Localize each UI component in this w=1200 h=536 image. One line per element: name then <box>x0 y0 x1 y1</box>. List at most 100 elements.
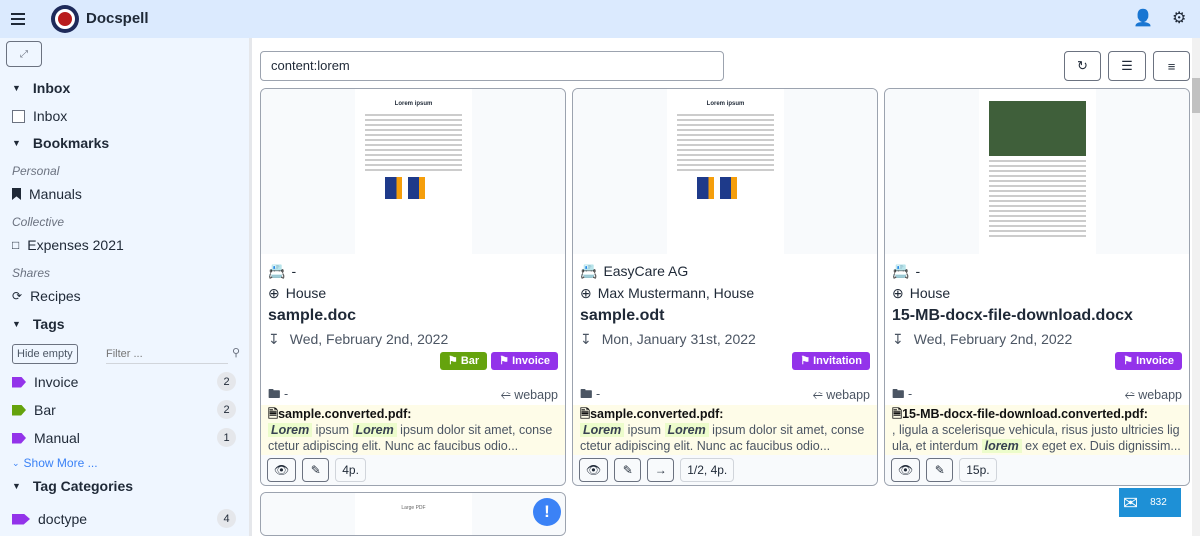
item-title[interactable]: 15-MB-docx-file-download.docx <box>892 307 1133 324</box>
page-count: 15p. <box>959 458 997 482</box>
expand-button[interactable]: ⤢ <box>6 41 42 67</box>
bookmark-expenses[interactable]: □ Expenses 2021 <box>12 237 124 253</box>
preview[interactable]: Lorem ipsum <box>261 89 565 254</box>
preview-image: Lorem ipsum <box>667 89 784 254</box>
preview-image <box>979 89 1096 254</box>
crosshairs-icon: ⊕ <box>892 284 904 301</box>
tag-count: 2 <box>217 372 236 391</box>
refresh-button[interactable]: ↻ <box>1064 51 1101 81</box>
counter-widget: ✉ 832 <box>1119 488 1181 517</box>
tags-header[interactable]: ▼ Tags <box>12 316 65 332</box>
tag-badge[interactable]: ⚑ Bar <box>439 352 488 370</box>
shares-label: Shares <box>12 266 51 280</box>
tag-icon <box>12 376 26 388</box>
crosshairs-icon: ⊕ <box>268 284 280 301</box>
edit-icon[interactable]: ✎ <box>926 458 954 482</box>
envelope-icon: ✉ <box>1123 492 1139 513</box>
search-input[interactable]: content:lorem <box>260 51 724 81</box>
personal-label: Personal <box>12 164 60 178</box>
eye-icon[interactable]: 👁 <box>579 458 609 482</box>
tag-filter-input[interactable] <box>106 344 228 364</box>
item-date: ↧ Wed, February 2nd, 2022 <box>892 330 1073 348</box>
menu-button[interactable]: ≡ <box>1153 51 1190 81</box>
search-highlight: 🗎sample.converted.pdf: Lorem ipsum Lorem … <box>573 405 877 455</box>
item-card[interactable]: Lorem ipsum 📇 EasyCare AG ⊕ Max Mustermann… <box>572 88 878 486</box>
docspell-logo[interactable] <box>51 5 79 33</box>
correspondent: 📇 - <box>892 262 921 280</box>
edit-icon[interactable]: ✎ <box>302 458 330 482</box>
item-title[interactable]: sample.odt <box>580 307 665 324</box>
address-card-icon: 📇 <box>268 262 286 279</box>
preview-image: Lorem ipsum <box>355 89 472 254</box>
search-highlight: 🗎sample.converted.pdf: Lorem ipsum Lorem … <box>261 405 565 455</box>
menu-icon[interactable] <box>11 11 25 25</box>
edit-icon[interactable]: ✎ <box>614 458 642 482</box>
eye-icon[interactable]: 👁 <box>891 458 921 482</box>
preview[interactable] <box>885 89 1189 254</box>
bookmarks-header[interactable]: ▼ Bookmarks <box>12 135 110 151</box>
item-card[interactable]: Large PDF ! <box>260 492 566 536</box>
search-icon: ⚲ <box>232 347 241 359</box>
card-footer: 👁 ✎ 4p. <box>261 455 565 485</box>
tag-badge[interactable]: ⚑ Invoice <box>1115 352 1182 370</box>
app-title: Docspell <box>86 10 149 27</box>
arrow-down-icon: ↧ <box>580 330 592 347</box>
select-mode-button[interactable]: ☰ <box>1108 51 1146 81</box>
page-count: 1/2, 4p. <box>680 458 735 482</box>
tag-manual[interactable]: Manual <box>12 429 80 447</box>
share-icon: ⟳ <box>12 289 23 303</box>
category-doctype[interactable]: doctype <box>12 510 87 528</box>
hide-empty-button[interactable]: Hide empty <box>12 344 78 364</box>
folder: 🖿 - <box>268 386 289 401</box>
arrow-down-icon: ↧ <box>268 330 280 347</box>
folder: 🖿 - <box>892 386 913 401</box>
tag-categories-header[interactable]: ▼ Tag Categories <box>12 478 134 494</box>
item-date: ↧ Mon, January 31st, 2022 <box>580 330 756 348</box>
tag-list: ⚑ Bar ⚑ Invoice <box>268 352 558 370</box>
source: ⭉ webapp <box>812 387 870 402</box>
search-highlight: 🗎15-MB-docx-file-download.converted.pdf:… <box>885 405 1189 455</box>
tag-invoice[interactable]: Invoice <box>12 373 78 391</box>
file-name: 🗎15-MB-docx-file-download.converted.pdf: <box>892 407 1148 421</box>
tag-count: 2 <box>217 400 236 419</box>
scrollbar[interactable] <box>1192 38 1200 536</box>
concerning: ⊕ House <box>268 284 327 302</box>
tags-icon <box>12 513 30 525</box>
bookmark-manuals[interactable]: Manuals <box>12 185 82 203</box>
top-bar: Docspell 👤 ⚙ <box>0 0 1200 38</box>
share-recipes[interactable]: ⟳ Recipes <box>12 288 81 304</box>
tag-icon <box>12 432 26 444</box>
tag-list: ⚑ Invitation <box>580 352 870 370</box>
bookmark-icon: □ <box>12 238 20 252</box>
tag-count: 1 <box>217 428 236 447</box>
item-title[interactable]: sample.doc <box>268 307 357 324</box>
tag-badge[interactable]: ⚑ Invoice <box>491 352 558 370</box>
item-date: ↧ Wed, February 2nd, 2022 <box>268 330 449 348</box>
correspondent: 📇 - <box>268 262 297 280</box>
user-icon[interactable]: 👤 <box>1133 10 1153 27</box>
tag-bar[interactable]: Bar <box>12 401 56 419</box>
cogs-icon[interactable]: ⚙ <box>1172 10 1187 27</box>
correspondent: 📇 EasyCare AG <box>580 262 689 280</box>
tag-badge[interactable]: ⚑ Invitation <box>792 352 870 370</box>
eye-icon[interactable]: 👁 <box>267 458 297 482</box>
attachment-nav-button[interactable]: → <box>647 458 675 482</box>
inbox-checkbox[interactable]: Inbox <box>12 107 67 125</box>
item-card[interactable]: Lorem ipsum 📇 - ⊕ House sample.doc ↧ Wed, F… <box>260 88 566 486</box>
source: ⭉ webapp <box>500 387 558 402</box>
alert-icon: ! <box>533 498 561 526</box>
preview-image: Large PDF <box>355 493 472 535</box>
concerning: ⊕ Max Mustermann, House <box>580 284 755 302</box>
preview[interactable]: Lorem ipsum <box>573 89 877 254</box>
crosshairs-icon: ⊕ <box>580 284 592 301</box>
inbox-header[interactable]: ▼ Inbox <box>12 80 71 96</box>
tag-icon <box>12 404 26 416</box>
arrow-down-icon: ↧ <box>892 330 904 347</box>
item-card[interactable]: 📇 - ⊕ House 15-MB-docx-file-download.docx … <box>884 88 1190 486</box>
bookmark-filled-icon <box>12 188 21 200</box>
address-card-icon: 📇 <box>580 262 598 279</box>
show-more-link[interactable]: ⌄ Show More ... <box>12 456 98 470</box>
card-footer: 👁 ✎ 15p. <box>885 455 1189 485</box>
card-footer: 👁 ✎ → 1/2, 4p. <box>573 455 877 485</box>
concerning: ⊕ House <box>892 284 951 302</box>
